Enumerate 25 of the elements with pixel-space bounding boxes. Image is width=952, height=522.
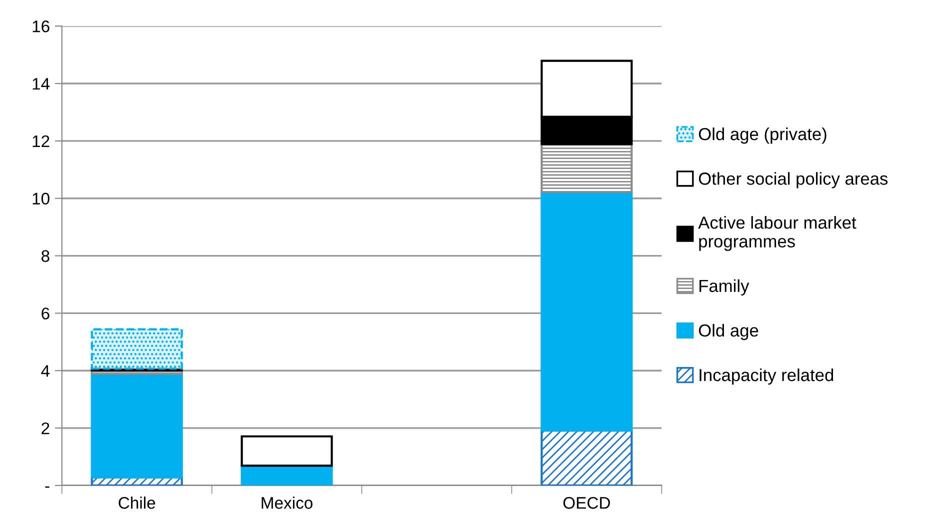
x-tick-label: Chile — [118, 496, 156, 509]
x-tick-label: Mexico — [262, 496, 312, 509]
bar — [540, 143, 633, 194]
legend-label: Old age (private) — [698, 128, 826, 144]
y-tick-label: 12 — [32, 135, 50, 147]
y-tick-label: - — [45, 486, 50, 488]
bar — [240, 435, 333, 467]
y-tick-label: 14 — [32, 78, 50, 90]
y-tick-label: 10 — [32, 192, 50, 205]
y-tick-label: 2 — [42, 422, 50, 434]
legend-label: Family — [700, 279, 750, 296]
bar — [240, 464, 333, 486]
bar — [90, 372, 183, 478]
y-tick-label: 4 — [41, 365, 50, 377]
y-tick-label: 8 — [42, 250, 50, 262]
legend-label: Incapacity related — [700, 368, 834, 385]
legend-label: Old age — [698, 324, 758, 340]
y-tick-label: 16 — [32, 20, 50, 32]
bar — [540, 430, 633, 486]
y-tick-label: 6 — [42, 308, 50, 320]
x-tick-label: OECD — [563, 497, 610, 509]
legend-label: Other social policy areas — [698, 172, 888, 188]
bar — [540, 191, 633, 432]
bar — [90, 328, 183, 370]
legend-label: Active labour market programmes — [698, 216, 856, 251]
